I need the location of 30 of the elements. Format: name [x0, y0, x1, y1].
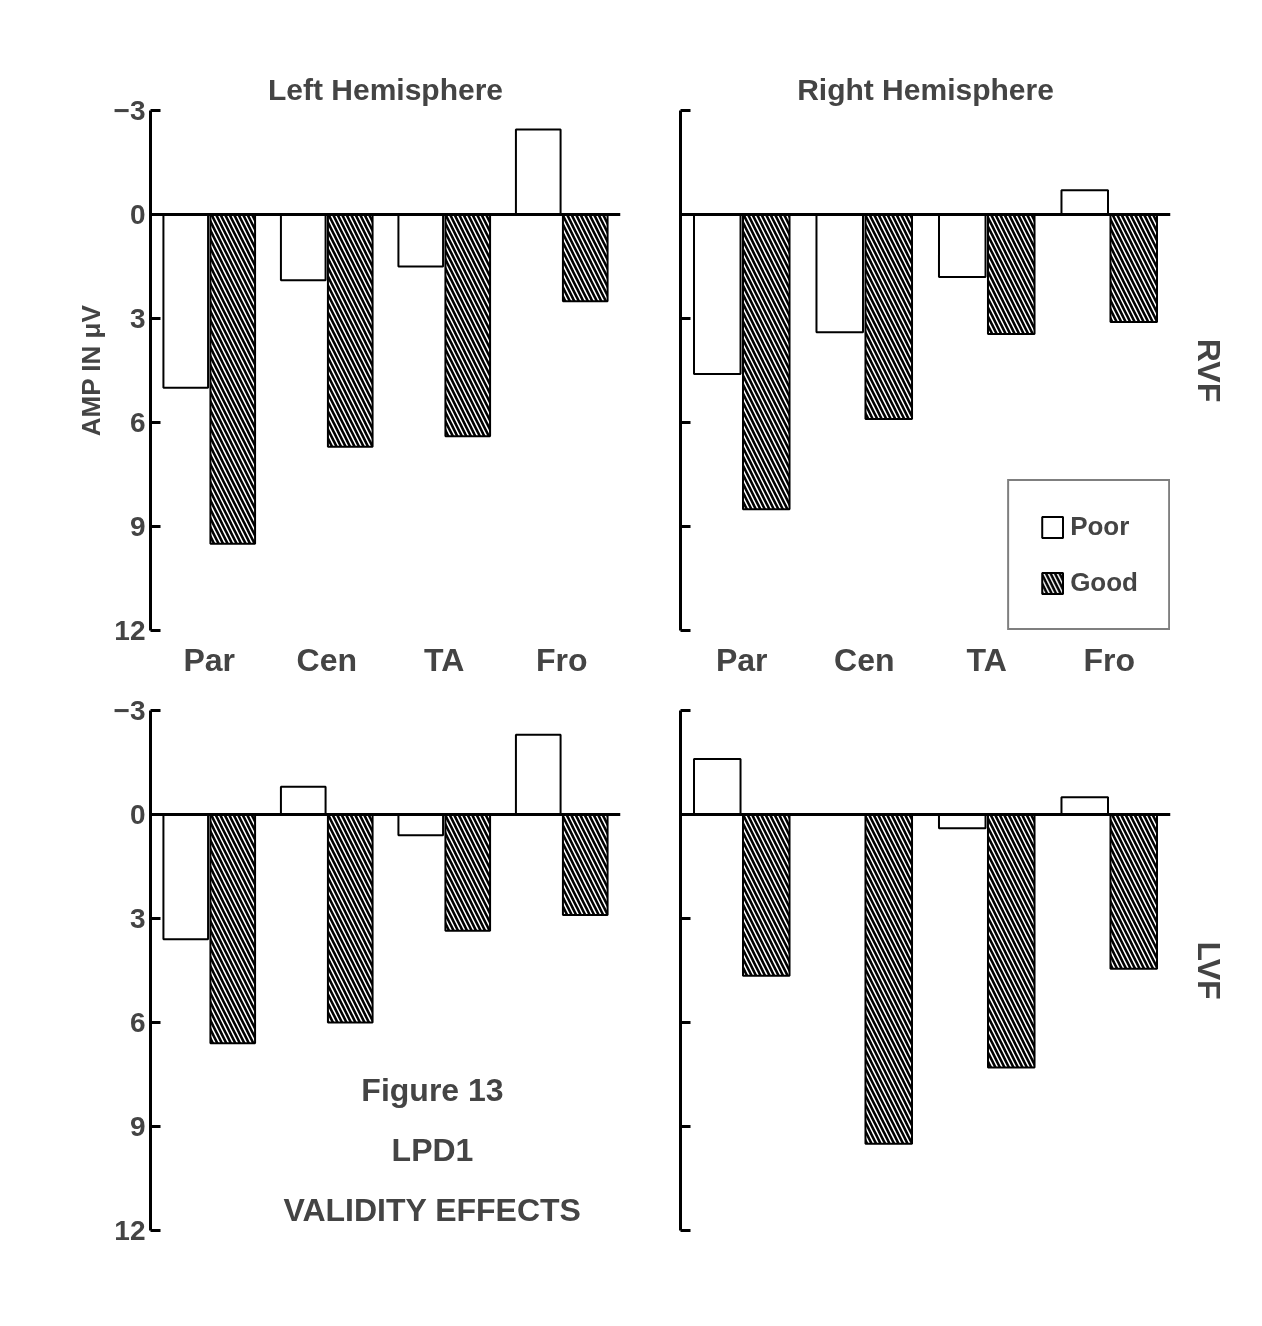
y-axis-title: AMP IN μV	[75, 304, 106, 437]
y-tick-label: 0	[129, 799, 146, 830]
y-tick-label: 6	[129, 407, 146, 438]
legend-label: Poor	[1070, 511, 1130, 542]
text: RVF	[1190, 338, 1227, 403]
x-tick-label: Cen	[296, 641, 357, 678]
y-tick-label: 12	[114, 1215, 146, 1246]
y-tick-label: −3	[113, 95, 146, 126]
chart-title: Right Hemisphere	[797, 72, 1054, 106]
y-tick-label: 3	[129, 903, 146, 934]
text: LVF	[1190, 941, 1227, 1000]
y-tick-label: 0	[129, 199, 146, 230]
x-tick-label: TA	[424, 641, 465, 678]
x-tick-label: Par	[183, 641, 236, 678]
y-tick-label: 12	[114, 615, 146, 646]
x-tick-label: TA	[966, 641, 1007, 678]
annotation: Figure 13	[361, 1072, 504, 1109]
x-tick-label: Fro	[535, 641, 588, 678]
x-tick-label: Fro	[1083, 641, 1136, 678]
annotation: LPD1	[391, 1131, 474, 1168]
y-tick-label: 9	[129, 1111, 146, 1142]
x-tick-label: Cen	[834, 641, 895, 678]
x-tick-label: Par	[715, 641, 768, 678]
y-tick-label: 6	[129, 1007, 146, 1038]
y-tick-label: −3	[113, 695, 146, 726]
y-tick-label: 9	[129, 511, 146, 542]
legend-label: Good	[1070, 567, 1138, 598]
annotation: VALIDITY EFFECTS	[283, 1191, 581, 1228]
chart-title: Left Hemisphere	[267, 72, 504, 106]
y-tick-label: 3	[129, 303, 146, 334]
